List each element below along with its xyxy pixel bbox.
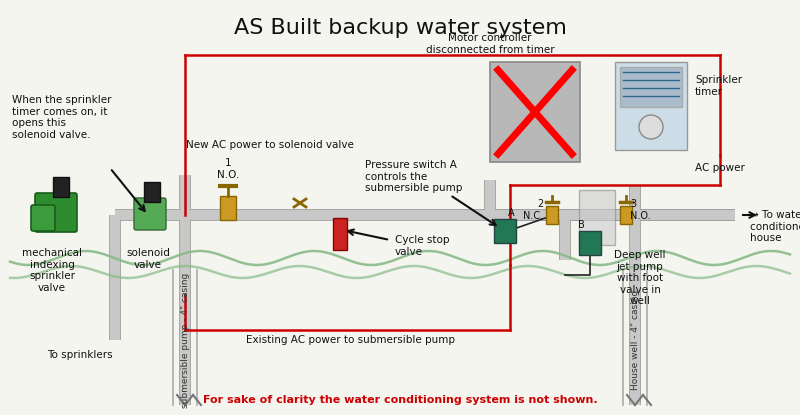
Bar (620, 206, 632, 224)
Bar (220, 196, 236, 220)
Text: Existing AC power to submersible pump: Existing AC power to submersible pump (246, 335, 454, 345)
Text: submersible pump - 4" casing: submersible pump - 4" casing (181, 272, 190, 408)
Text: AC power: AC power (695, 163, 745, 173)
Bar (620, 67, 682, 107)
Bar (333, 218, 347, 250)
Bar (615, 62, 687, 150)
Text: A: A (508, 208, 514, 218)
Text: solenoid
valve: solenoid valve (126, 248, 170, 270)
FancyBboxPatch shape (579, 231, 601, 255)
Text: Motor controller
disconnected from timer: Motor controller disconnected from timer (426, 33, 554, 55)
Circle shape (639, 115, 663, 139)
Bar (546, 206, 558, 224)
FancyBboxPatch shape (494, 219, 516, 243)
Text: Deep well
jet pump
with foot
valve in
well: Deep well jet pump with foot valve in we… (614, 250, 666, 306)
Text: Pressure switch A
controls the
submersible pump: Pressure switch A controls the submersib… (365, 160, 462, 193)
Text: mechanical
indexing
sprinkler
valve: mechanical indexing sprinkler valve (22, 248, 82, 293)
Text: Cycle stop
valve: Cycle stop valve (395, 235, 450, 256)
Text: For sake of clarity the water conditioning system is not shown.: For sake of clarity the water conditioni… (202, 395, 598, 405)
Text: → To water
conditioner &
house: → To water conditioner & house (750, 210, 800, 243)
FancyBboxPatch shape (35, 193, 77, 232)
Text: New AC power to solenoid valve: New AC power to solenoid valve (186, 140, 354, 150)
Text: To sprinklers: To sprinklers (47, 350, 113, 360)
FancyBboxPatch shape (134, 198, 166, 230)
Text: When the sprinkler
timer comes on, it
opens this
solenoid valve.: When the sprinkler timer comes on, it op… (12, 95, 111, 140)
Bar (144, 182, 160, 202)
Bar (53, 177, 69, 197)
Text: B: B (578, 220, 585, 230)
FancyBboxPatch shape (31, 205, 55, 231)
Text: 3
N.O.: 3 N.O. (630, 199, 650, 221)
Text: House well - 4" casing: House well - 4" casing (630, 290, 639, 390)
Text: Sprinkler
timer: Sprinkler timer (695, 75, 742, 97)
Bar (579, 190, 615, 245)
Text: 2
N.C.: 2 N.C. (523, 199, 543, 221)
Text: AS Built backup water system: AS Built backup water system (234, 18, 566, 38)
Bar (490, 62, 580, 162)
Text: 1
N.O.: 1 N.O. (217, 159, 239, 180)
